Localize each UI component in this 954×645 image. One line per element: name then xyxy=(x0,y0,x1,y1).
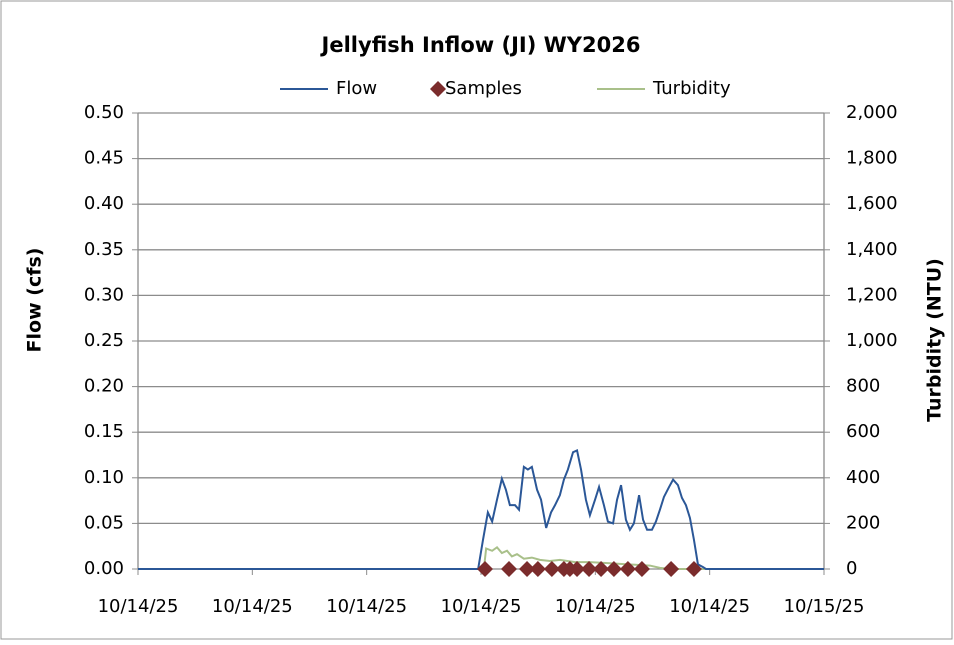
y2-axis-label: Turbidity (NTU) xyxy=(924,258,946,422)
x-tick-label: 10/14/25 xyxy=(555,596,636,617)
y2-tick-label: 1,600 xyxy=(846,193,898,214)
y2-tick-label: 600 xyxy=(846,421,880,442)
sample-marker xyxy=(633,561,650,577)
y2-tick-label: 400 xyxy=(846,467,880,488)
x-tick-label: 10/14/25 xyxy=(441,596,522,617)
sample-marker xyxy=(605,561,622,577)
chart-title: Jellyfish Inflow (JI) WY2026 xyxy=(320,33,641,57)
y2-tick-label: 1,200 xyxy=(846,284,898,305)
sample-marker xyxy=(519,561,536,577)
y2-tick-label: 1,000 xyxy=(846,330,898,351)
y-tick-label: 0.30 xyxy=(84,284,124,305)
legend-label: Samples xyxy=(445,78,522,99)
y2-tick-label: 2,000 xyxy=(846,102,898,123)
sample-marker xyxy=(529,561,546,577)
series-line xyxy=(138,449,824,570)
y-tick-label: 0.35 xyxy=(84,239,124,260)
x-tick-label: 10/14/25 xyxy=(212,596,293,617)
sample-marker xyxy=(543,561,560,577)
sample-marker xyxy=(619,561,636,577)
sample-marker xyxy=(685,561,702,577)
x-tick-label: 10/14/25 xyxy=(669,596,750,617)
y2-tick-label: 0 xyxy=(846,558,857,579)
y-axis-label: Flow (cfs) xyxy=(24,248,46,353)
x-tick-label: 10/14/25 xyxy=(98,596,179,617)
y-tick-label: 0.15 xyxy=(84,421,124,442)
y2-tick-label: 800 xyxy=(846,376,880,397)
y-tick-label: 0.45 xyxy=(84,148,124,169)
x-tick-label: 10/14/25 xyxy=(326,596,407,617)
y-tick-label: 0.25 xyxy=(84,330,124,351)
sample-marker xyxy=(477,561,494,577)
legend-label: Turbidity xyxy=(652,78,731,99)
sample-marker xyxy=(501,561,518,577)
sample-marker xyxy=(581,561,598,577)
y2-tick-label: 1,400 xyxy=(846,239,898,260)
y-tick-label: 0.50 xyxy=(84,102,124,123)
sample-marker xyxy=(663,561,680,577)
y-tick-label: 0.20 xyxy=(84,376,124,397)
y-tick-label: 0.40 xyxy=(84,193,124,214)
y-tick-label: 0.05 xyxy=(84,512,124,533)
sample-marker xyxy=(569,561,586,577)
y2-tick-label: 1,800 xyxy=(846,148,898,169)
y-tick-label: 0.10 xyxy=(84,467,124,488)
x-tick-label: 10/15/25 xyxy=(784,596,865,617)
sample-marker xyxy=(593,561,610,577)
y2-tick-label: 200 xyxy=(846,512,880,533)
legend-swatch xyxy=(430,81,446,97)
legend-label: Flow xyxy=(336,78,377,99)
y-tick-label: 0.00 xyxy=(84,558,124,579)
